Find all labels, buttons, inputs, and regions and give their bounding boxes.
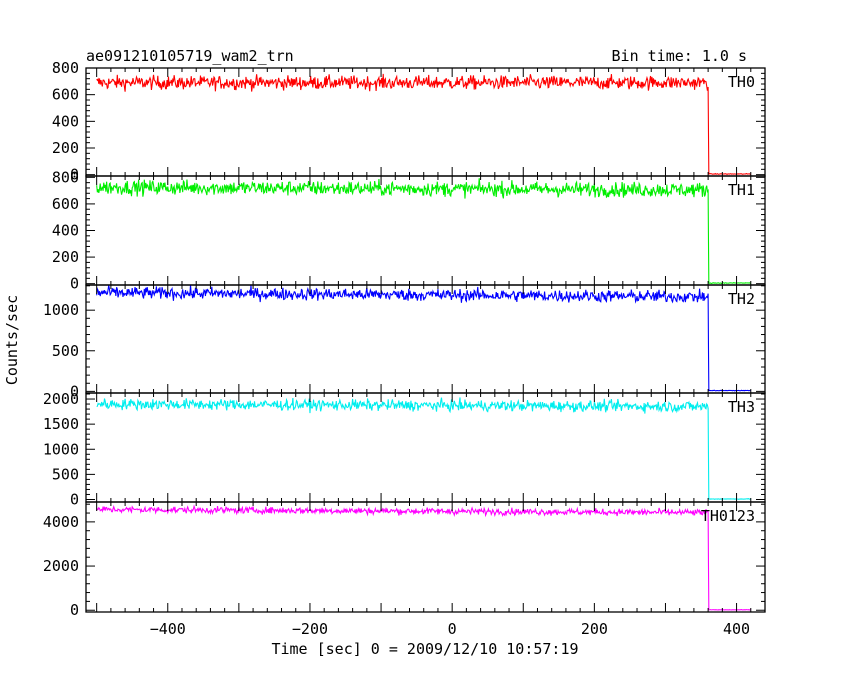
- bin-time-label: Bin time: 1.0 s: [612, 47, 747, 65]
- y-tick-label: 600: [52, 86, 79, 104]
- panel-frame: [85, 392, 766, 503]
- series-label-th0: TH0: [728, 73, 755, 91]
- y-tick-label: 800: [52, 168, 79, 186]
- panel-th1: 0 200 400 600 800 TH1: [52, 168, 766, 293]
- x-tick-label: 400: [723, 620, 750, 638]
- y-tick-label: 400: [52, 112, 79, 130]
- y-tick-label: 600: [52, 195, 79, 213]
- x-tick-label: 0: [448, 620, 457, 638]
- panel-frame: [85, 284, 766, 394]
- y-tick-label: 4000: [43, 513, 79, 531]
- series-label-th2: TH2: [728, 290, 755, 308]
- y-tick-label: 400: [52, 222, 79, 240]
- y-tick-label: 0: [70, 601, 79, 619]
- y-tick-label: 2000: [43, 557, 79, 575]
- y-tick-label: 1500: [43, 415, 79, 433]
- panel-th2: 0 500 1000 TH2: [43, 284, 766, 400]
- y-tick-label: 800: [52, 59, 79, 77]
- series-line-th0: [96, 73, 751, 175]
- panel-th0123: 0 2000 4000 TH0123: [43, 501, 766, 619]
- panel-th0: 0 200 400 600 800 TH0: [52, 59, 766, 184]
- y-tick-label: 0: [70, 275, 79, 293]
- series-label-th3: TH3: [728, 398, 755, 416]
- x-tick-label: 200: [581, 620, 608, 638]
- y-tick-label: 2000: [43, 390, 79, 408]
- y-tick-label: 0: [70, 166, 79, 184]
- x-tick-label: −200: [292, 620, 328, 638]
- panel-th3: 0 500 1000 1500 2000 TH3: [43, 390, 766, 508]
- y-tick-label: 200: [52, 248, 79, 266]
- y-tick-label: 200: [52, 139, 79, 157]
- series-label-th1: TH1: [728, 181, 755, 199]
- y-tick-label: 500: [52, 465, 79, 483]
- plot-title: ae091210105719_wam2_trn: [86, 47, 294, 65]
- panel-frame: [85, 501, 766, 613]
- y-axis-label: Counts/sec: [3, 295, 21, 385]
- y-tick-label: 1000: [43, 301, 79, 319]
- series-label-th0123: TH0123: [701, 507, 755, 525]
- series-line-th0123: [96, 504, 751, 611]
- series-line-th2: [96, 284, 751, 392]
- series-line-th3: [96, 397, 751, 500]
- y-tick-label: 1000: [43, 440, 79, 458]
- x-tick-label: −400: [150, 620, 186, 638]
- y-tick-label: 0: [70, 490, 79, 508]
- y-tick-label: 500: [52, 342, 79, 360]
- x-axis-label: Time [sec] 0 = 2009/12/10 10:57:19: [271, 640, 578, 658]
- y-tick-label: 0: [70, 382, 79, 400]
- panels-group: 0 200 400 600 800 TH0 0 200 400 600 800 TH1 0 500 1000…: [43, 59, 766, 638]
- series-line-th1: [96, 178, 751, 285]
